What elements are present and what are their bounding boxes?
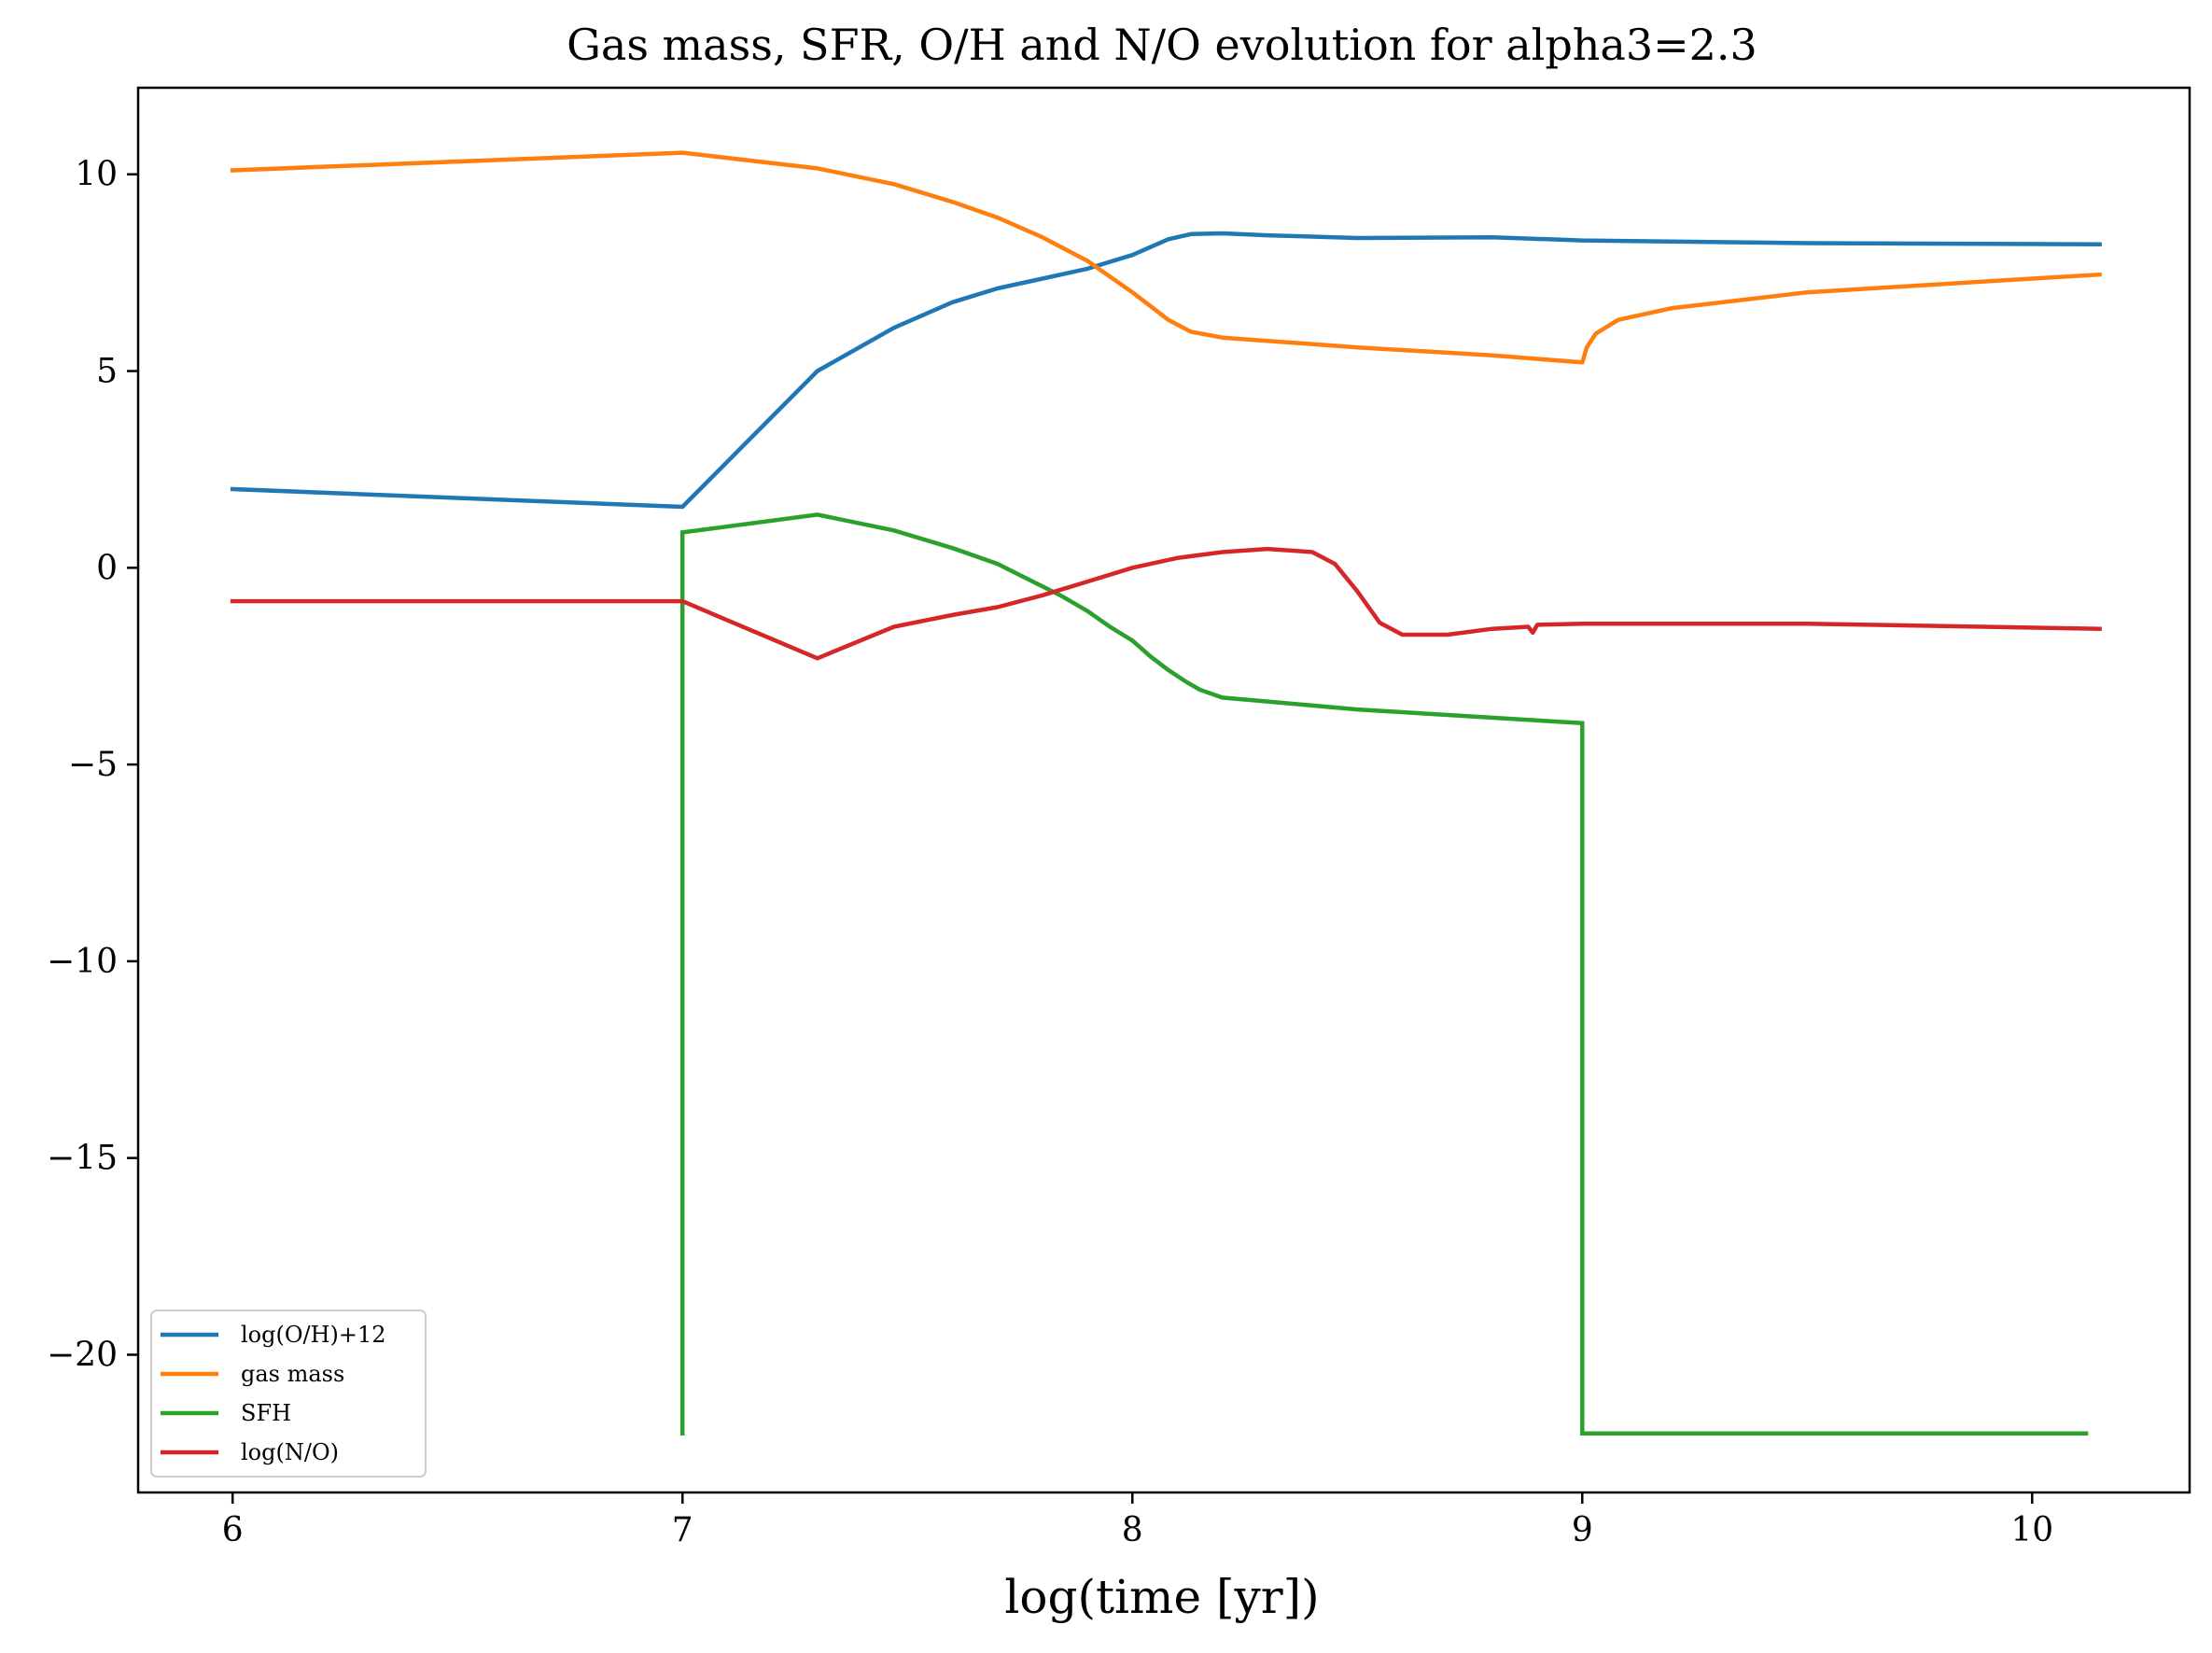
y-tick-label: −5 (68, 746, 118, 784)
y-tick-label: −15 (47, 1140, 118, 1178)
legend-label: log(N/O) (241, 1439, 339, 1465)
x-tick-label: 9 (1572, 1511, 1593, 1549)
series-line-1 (230, 150, 2102, 365)
y-tick-label: −10 (47, 943, 118, 981)
x-axis-label: log(time [yr]) (1004, 1570, 1319, 1624)
series-line-2 (679, 512, 2089, 1436)
legend: log(O/H)+12 gas mass SFH log(N/O) (150, 1310, 427, 1478)
series-line-0 (230, 231, 2102, 510)
x-tick-label: 7 (672, 1511, 693, 1549)
y-axis: 10 5 0 −5 −10 −15 −20 (47, 156, 138, 1374)
legend-label: gas mass (241, 1361, 344, 1387)
x-tick-label: 8 (1122, 1511, 1143, 1549)
plot-frame (136, 86, 2191, 1494)
plot-lines (230, 150, 2102, 1436)
legend-label: SFH (241, 1400, 291, 1426)
series-line-3 (230, 546, 2102, 661)
chart-title: Gas mass, SFR, O/H and N/O evolution for… (567, 20, 1757, 70)
y-tick-label: 5 (96, 353, 118, 391)
x-tick-label: 10 (2010, 1511, 2053, 1549)
x-tick-label: 6 (222, 1511, 244, 1549)
legend-box (150, 1310, 427, 1478)
y-tick-label: 0 (96, 549, 118, 587)
y-tick-label: −20 (47, 1336, 118, 1374)
legend-label: log(O/H)+12 (241, 1322, 386, 1348)
x-axis: 6 7 8 9 10 (222, 1492, 2053, 1549)
y-tick-label: 10 (75, 156, 118, 194)
